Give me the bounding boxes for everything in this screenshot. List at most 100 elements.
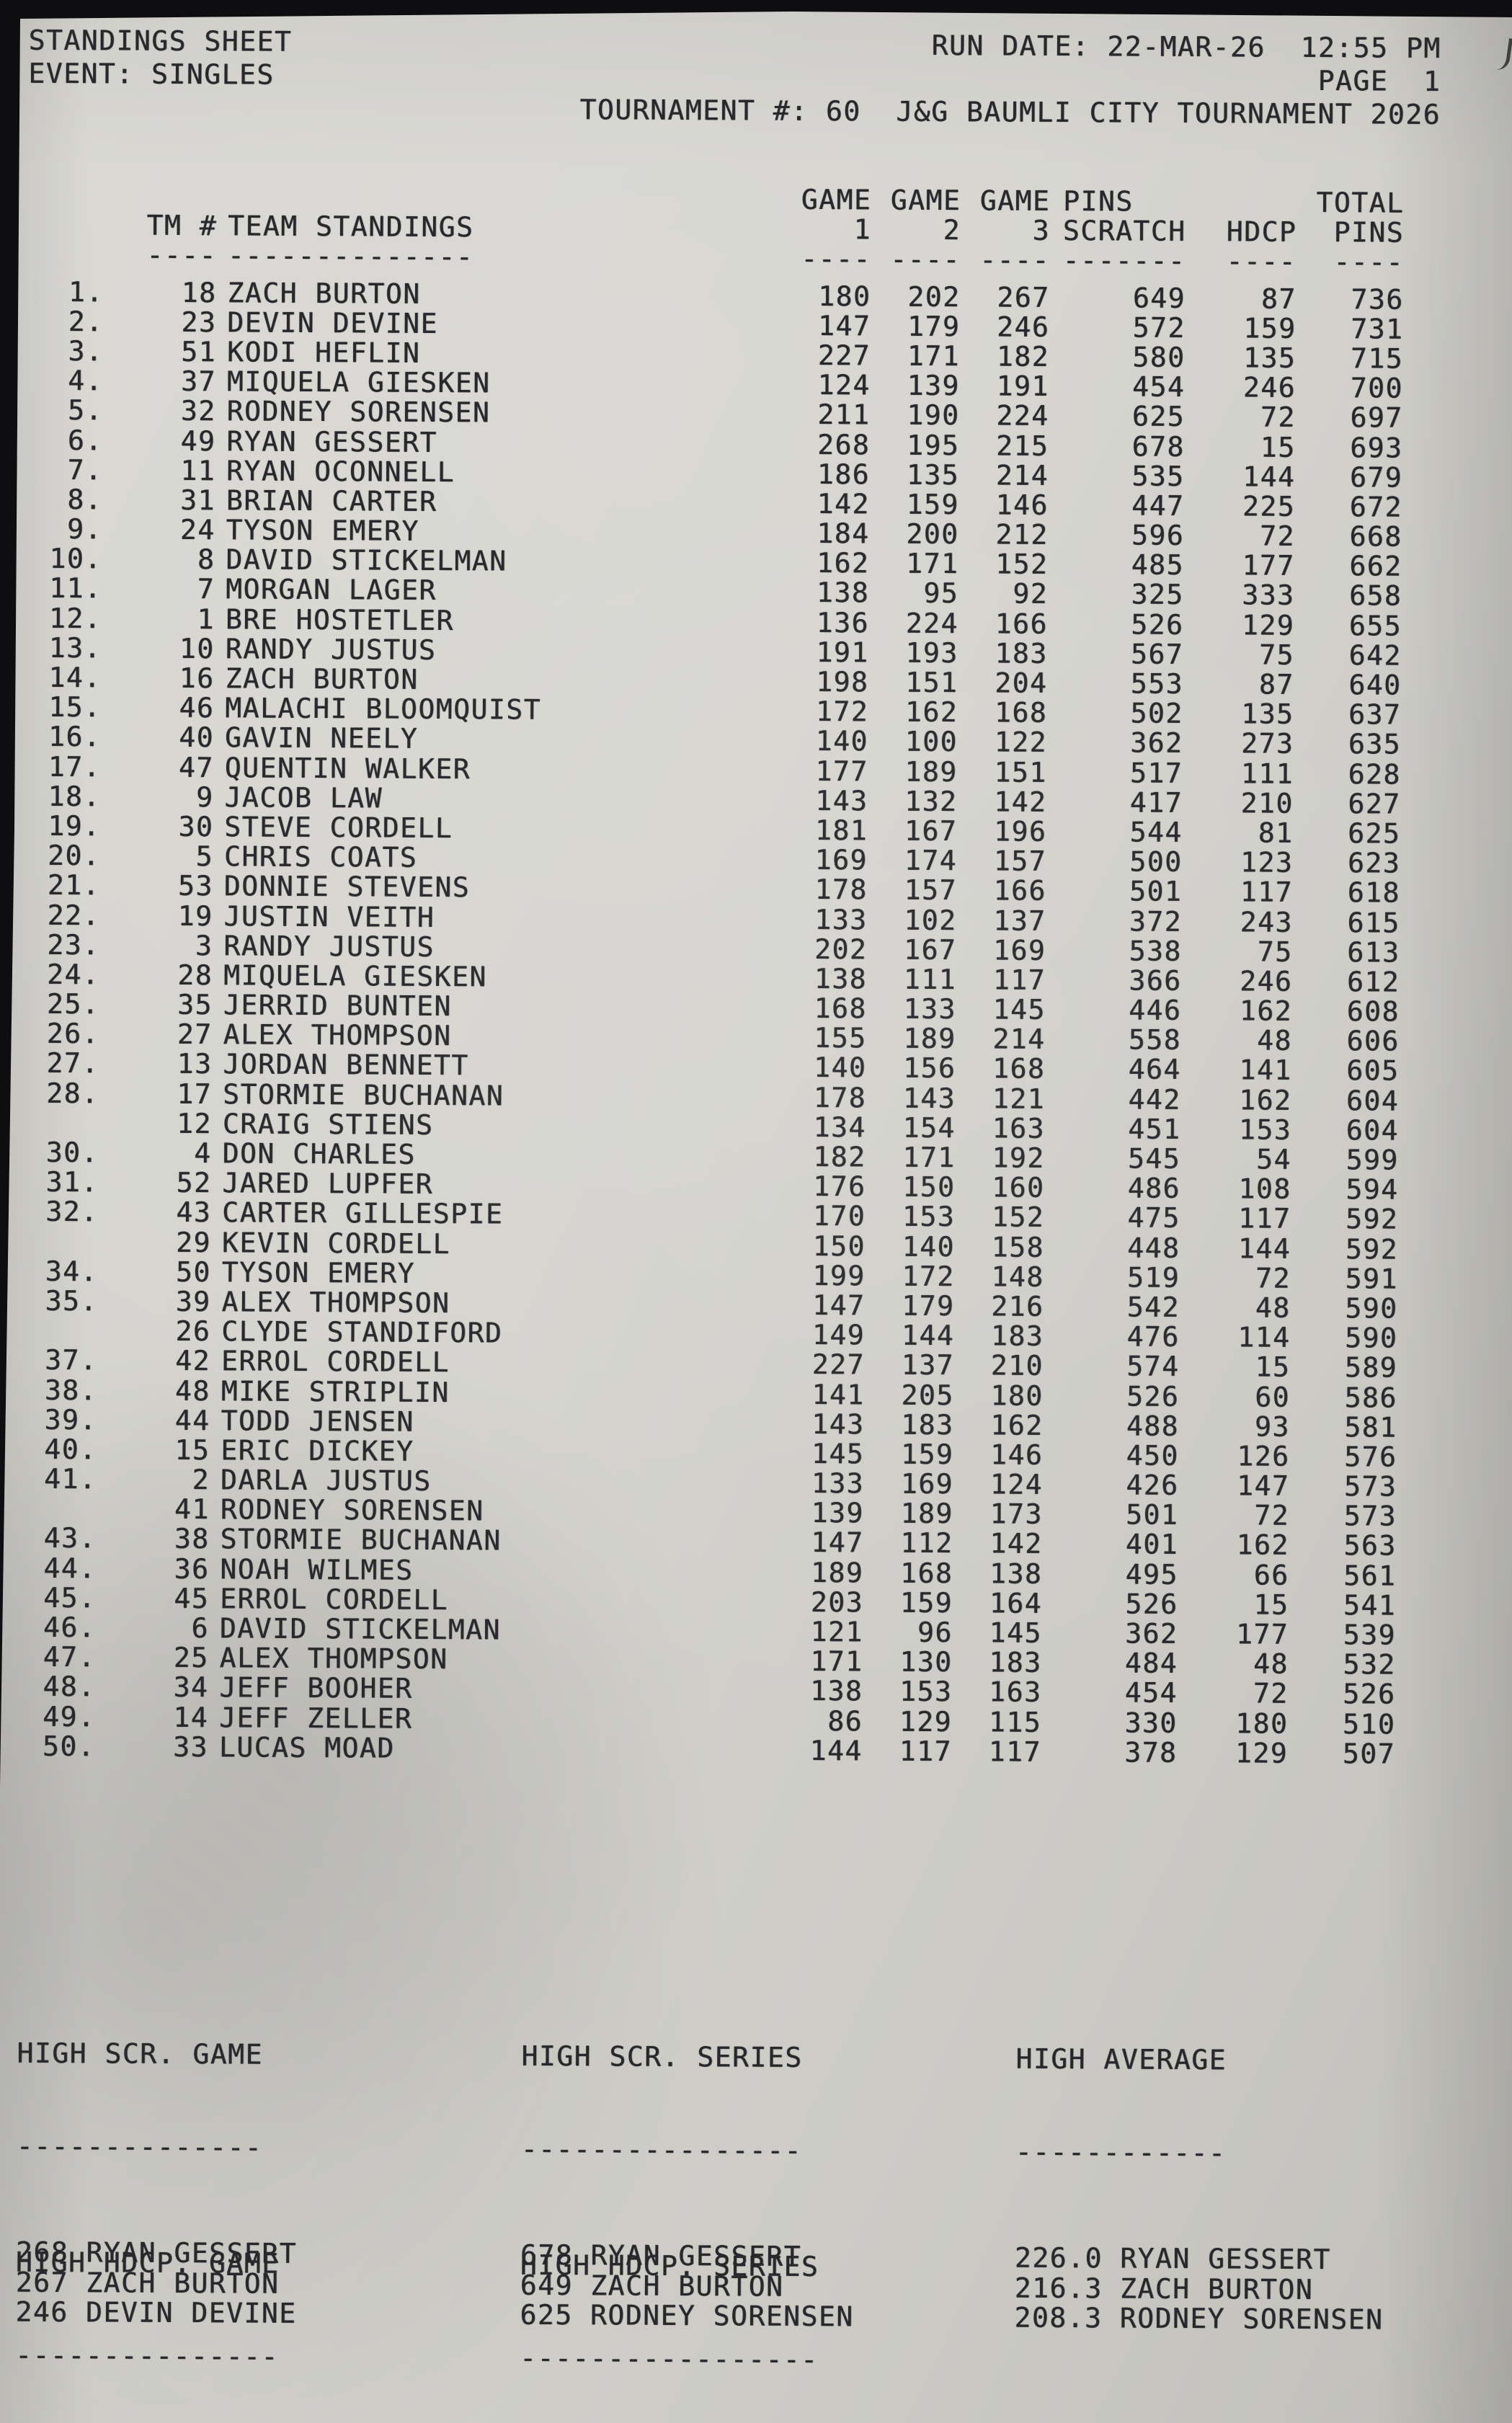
tournament-name: J&G BAUMLI CITY TOURNAMENT 2026 — [896, 95, 1441, 130]
cell: 333 — [1242, 579, 1295, 612]
cell: 144 — [809, 1734, 863, 1767]
cell: 8. — [67, 483, 103, 516]
cell: 157 — [993, 845, 1047, 877]
cell: 212 — [995, 518, 1049, 551]
cell: 72 — [1255, 1262, 1291, 1294]
cell: 183 — [995, 637, 1048, 670]
cell: 166 — [995, 608, 1049, 640]
cell: JEFF ZELLER — [219, 1701, 413, 1735]
cell: ERROL CORDELL — [221, 1345, 450, 1379]
cell: 204 — [995, 667, 1048, 699]
cell: 28 — [177, 959, 213, 992]
cell: 168 — [994, 696, 1048, 729]
cell: 581 — [1344, 1410, 1397, 1444]
cell: 203 — [810, 1586, 864, 1619]
cell: 29 — [176, 1226, 212, 1258]
cell: 17. — [48, 750, 102, 783]
cell — [27, 240, 104, 270]
cell: 202 — [907, 280, 961, 313]
highlights-row-1: HIGH SCR. GAME -------------- 268 RYAN G… — [15, 1975, 1394, 2336]
high-handicap-series-section: HIGH HDCP. SERIES ----------------- 736 … — [518, 2187, 819, 2423]
cell: 640 — [1348, 669, 1402, 701]
cell: 134 — [813, 1111, 867, 1144]
cell: 178 — [814, 873, 868, 906]
cell: 133 — [814, 903, 868, 935]
cell: 454 — [1124, 1676, 1178, 1710]
cell: 38. — [44, 1374, 98, 1406]
run-date-label: RUN DATE: — [931, 29, 1090, 63]
cell: 34. — [45, 1255, 99, 1288]
cell: 151 — [905, 666, 959, 699]
cell: 15 — [1260, 431, 1296, 463]
cell: DAVID STICKELMAN — [219, 1612, 502, 1646]
cell: 227 — [817, 339, 871, 372]
cell: ALEX THOMPSON — [219, 1642, 448, 1676]
section-title: HIGH HDCP. GAME — [15, 2246, 280, 2280]
cell: 532 — [1343, 1648, 1396, 1681]
cell: 544 — [1129, 816, 1183, 848]
cell: 11. — [49, 572, 102, 605]
cell: 150 — [902, 1170, 956, 1204]
cell: 273 — [1241, 727, 1294, 760]
cell: 442 — [1128, 1083, 1181, 1116]
cell: 35. — [45, 1284, 98, 1317]
cell: 28. — [46, 1077, 99, 1109]
cell: 693 — [1350, 431, 1403, 464]
cell: 154 — [902, 1111, 956, 1144]
cell: 43 — [176, 1196, 212, 1229]
cell: ---- — [801, 243, 871, 275]
cell: 48 — [1255, 1291, 1291, 1324]
cell: 476 — [1126, 1320, 1180, 1353]
cell: 668 — [1349, 520, 1402, 553]
cell: 541 — [1343, 1589, 1397, 1622]
cell: 7. — [67, 453, 103, 486]
cell: 117 — [992, 964, 1046, 996]
cell: 526 — [1125, 1588, 1178, 1620]
cell: 612 — [1346, 966, 1400, 998]
cell: 49 — [180, 424, 216, 457]
event-label: EVENT: — [28, 57, 134, 90]
cell: 75 — [1257, 935, 1293, 968]
cell: 15 — [174, 1433, 210, 1467]
cell: 138 — [814, 962, 868, 995]
page-number-line: PAGE 1 — [580, 60, 1441, 98]
cell: 121 — [810, 1615, 863, 1648]
cell: 539 — [1343, 1619, 1397, 1651]
cell: 41. — [44, 1462, 97, 1495]
cell: 191 — [816, 636, 869, 669]
cell: 31. — [45, 1166, 99, 1199]
cell: 158 — [991, 1230, 1045, 1263]
cell: 573 — [1343, 1500, 1397, 1532]
cell: 137 — [993, 904, 1046, 937]
cell: 594 — [1346, 1173, 1399, 1206]
cell: 147 — [1237, 1470, 1290, 1502]
cell: 558 — [1128, 1023, 1182, 1057]
cell: ERIC DICKEY — [221, 1434, 414, 1467]
cell: 45. — [43, 1581, 97, 1614]
cell: 12. — [48, 602, 102, 634]
cell: 141 — [811, 1378, 865, 1410]
cell: 200 — [906, 517, 959, 551]
cell: 180 — [818, 280, 871, 313]
cell: 519 — [1126, 1261, 1180, 1294]
cell: 16. — [48, 721, 102, 753]
cell: 93 — [1254, 1410, 1290, 1443]
cell: 23. — [47, 928, 100, 961]
report-header-left: STANDINGS SHEET EVENT: SINGLES — [28, 24, 292, 92]
cell: DARLA JUSTUS — [220, 1464, 432, 1498]
cell: 47. — [43, 1641, 97, 1673]
cell: 142 — [817, 487, 870, 520]
cell: 169 — [993, 934, 1046, 966]
cell: 23 — [181, 306, 217, 338]
cell: 50 — [175, 1255, 211, 1288]
cell: 246 — [1240, 965, 1293, 997]
cell: 454 — [1132, 370, 1186, 404]
cell: 162 — [904, 695, 959, 729]
cell: 19. — [48, 809, 101, 843]
cell — [27, 210, 104, 241]
cell: 697 — [1350, 401, 1403, 435]
cell: 142 — [994, 786, 1047, 818]
cell: 39 — [175, 1285, 211, 1318]
cell: 145 — [989, 1617, 1042, 1649]
cell: 563 — [1343, 1529, 1397, 1562]
